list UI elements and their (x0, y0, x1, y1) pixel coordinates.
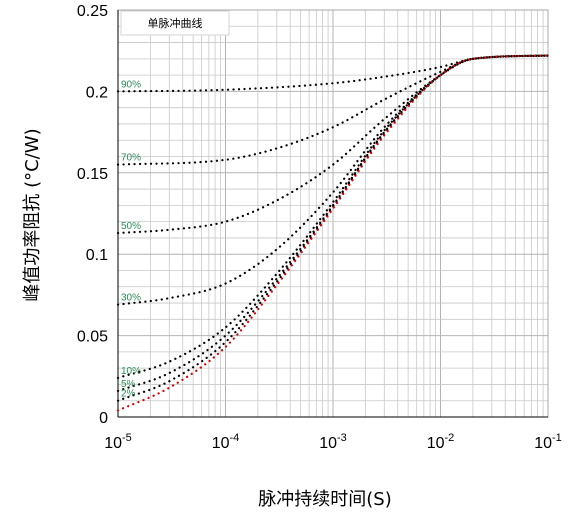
grid (118, 10, 548, 417)
x-tick-label: 10-2 (427, 432, 455, 452)
x-tick-label: 10-3 (319, 432, 347, 452)
y-tick-label: 0.25 (77, 3, 108, 20)
y-tick-label: 0 (99, 410, 108, 427)
duty-cycle-labels: 90% 70% 50% 30% 10% 5%2% (121, 79, 141, 399)
series-duty-50pct (116, 54, 550, 235)
duty-label: 70% (121, 153, 141, 164)
series-group (116, 54, 550, 412)
y-tick-label: 0.05 (77, 329, 108, 346)
y-tick-label: 0.1 (86, 247, 108, 264)
duty-label: 50% (121, 221, 141, 232)
duty-label: 10% (121, 366, 141, 377)
x-tick-label: 10-1 (534, 432, 562, 452)
legend-background (120, 10, 230, 36)
plot-frame (117, 9, 549, 418)
legend: 单脉冲曲线 (120, 10, 230, 36)
series-duty-10pct (116, 54, 550, 380)
y-tick-label: 0.2 (86, 84, 108, 101)
x-tick-label: 10-5 (104, 432, 132, 452)
y-tick-label: 0.15 (77, 166, 108, 183)
duty-label: 90% (121, 79, 141, 90)
series-duty-5pct (116, 54, 550, 393)
series-duty-90pct (116, 54, 550, 93)
duty-label: 2% (121, 389, 136, 400)
duty-label: 5% (121, 379, 136, 390)
x-tick-label: 10-4 (212, 432, 240, 452)
duty-label: 30% (121, 293, 141, 304)
x-axis-title: 脉冲持续时间(S) (258, 489, 391, 510)
legend-label: 单脉冲曲线 (148, 16, 203, 30)
tick-labels: 10-5 10-4 10-3 10-2 10-1 0 0.05 0.1 0.15 0.2 0.25 (77, 3, 562, 452)
y-axis-title: 峰值功率阻抗 (°C/W) (22, 128, 43, 301)
